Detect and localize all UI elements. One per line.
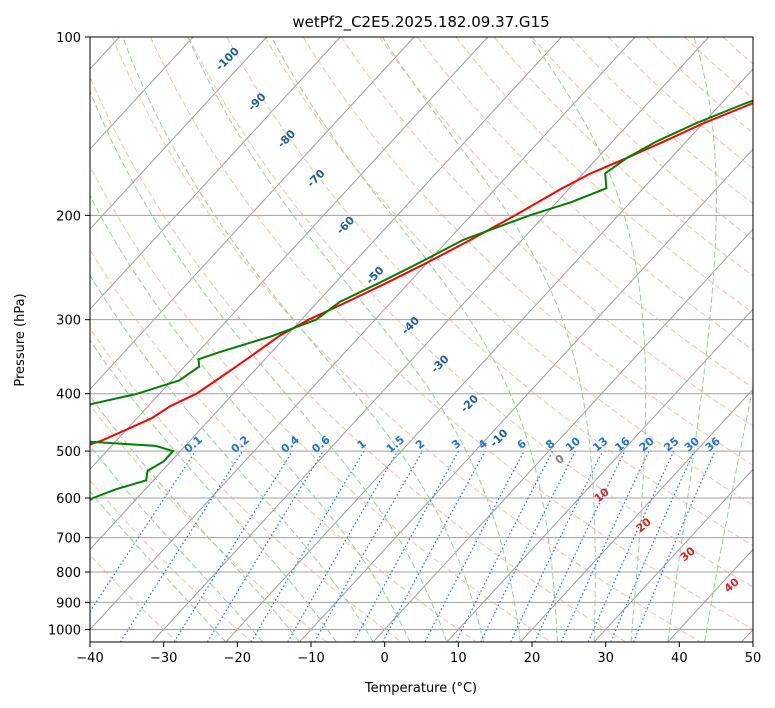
- x-tick-label: 40: [671, 651, 688, 666]
- moist-adiabat-line: [90, 194, 411, 642]
- y-tick-label: 700: [56, 532, 81, 547]
- plot-frame: [89, 36, 754, 643]
- y-axis-label: Pressure (hPa): [13, 293, 28, 386]
- y-tick-label: 900: [56, 596, 81, 611]
- mixing-ratio-line: [633, 450, 716, 642]
- isotherm-line: [225, 68, 753, 642]
- x-tick-label: −30: [150, 651, 177, 666]
- moist-adiabat-line: [667, 37, 717, 642]
- moist-adiabat-line: [187, 37, 521, 642]
- dry-adiabat-line: [226, 37, 753, 547]
- x-tick-label: 0: [381, 651, 389, 666]
- dry-adiabat-line: [493, 37, 753, 277]
- y-tick-label: 300: [56, 314, 81, 329]
- isotherm-line: [151, 37, 710, 642]
- dry-adiabat-line: [340, 37, 753, 427]
- x-tick-label: 10: [450, 651, 467, 666]
- isotherm-line: [90, 37, 415, 391]
- moist-adiabat-line: [270, 37, 558, 642]
- isotherm-line: [90, 37, 489, 471]
- y-tick-label: 400: [56, 388, 81, 403]
- isotherm-line: [90, 37, 341, 310]
- mixing-ratio-line: [610, 450, 695, 642]
- moist-adiabat-line: [704, 384, 753, 642]
- dry-adiabat-line: [90, 165, 552, 642]
- isotherm-line: [520, 388, 753, 642]
- grid-lines: [90, 37, 753, 642]
- dry-adiabat-line: [150, 37, 753, 630]
- isotherm-line: [90, 37, 562, 551]
- x-tick-label: 30: [597, 651, 614, 666]
- dry-adiabat-line: [90, 327, 402, 642]
- mixing-ratio-line: [455, 450, 554, 642]
- x-tick-label: −10: [297, 651, 324, 666]
- moist-adiabat-line: [529, 37, 647, 642]
- x-tick-label: −40: [76, 651, 103, 666]
- y-tick-label: 500: [56, 445, 81, 460]
- isotherm-line: [593, 468, 753, 642]
- mixing-ratio-line: [173, 450, 293, 642]
- isotherm-line: [90, 37, 268, 230]
- dry-adiabat-line: [111, 37, 701, 642]
- dry-adiabat-line: [264, 37, 753, 506]
- y-tick-label: 1000: [48, 623, 81, 638]
- mixing-ratio-line: [119, 450, 244, 642]
- mixing-ratio-line: [206, 450, 324, 642]
- mixing-ratio-line: [587, 450, 675, 642]
- isotherm-line: [372, 228, 753, 642]
- moist-adiabat-line: [90, 395, 300, 642]
- moist-adiabat-line: [90, 274, 374, 642]
- mixing-ratio-line: [382, 450, 486, 642]
- x-tick-label: 20: [524, 651, 541, 666]
- dry-adiabat-line: [379, 37, 753, 389]
- dry-adiabat-line: [608, 37, 753, 169]
- dry-adiabat-line: [90, 248, 477, 642]
- profile-lines: [90, 99, 753, 502]
- dry-adiabat-line: [188, 37, 753, 588]
- mixing-ratio-line: [313, 450, 423, 642]
- dry-adiabat-line: [455, 37, 753, 314]
- y-tick-label: 800: [56, 566, 81, 581]
- chart-title: wetPf2_C2E5.2025.182.09.37.G15: [292, 13, 549, 32]
- y-tick-label: 600: [56, 492, 81, 507]
- axis-ticks: −40 −30 −20 −10 0 10 20 30 40 50 100 200 300 400 500 60…: [48, 31, 761, 666]
- y-tick-label: 200: [56, 209, 81, 224]
- dry-adiabat-line: [417, 37, 753, 351]
- x-tick-label: 50: [745, 651, 762, 666]
- moist-adiabat-line: [122, 37, 485, 642]
- moist-adiabat-line: [381, 37, 596, 642]
- temperature-line: [90, 102, 753, 446]
- mixing-ratio-line: [480, 450, 576, 642]
- y-tick-label: 100: [56, 31, 81, 46]
- moist-adiabat-line: [90, 339, 337, 642]
- dry-adiabat-line: [90, 479, 253, 642]
- dewpoint-line: [90, 99, 753, 502]
- mixing-ratio-line: [90, 450, 197, 613]
- x-axis-label: Temperature (°C): [364, 681, 477, 696]
- mixing-ratio-line: [353, 450, 460, 642]
- moist-adiabat-line: [90, 490, 227, 642]
- x-tick-label: −20: [224, 651, 251, 666]
- isotherm-line: [446, 308, 753, 642]
- isotherm-line: [90, 37, 194, 150]
- moist-adiabat-line: [90, 89, 448, 642]
